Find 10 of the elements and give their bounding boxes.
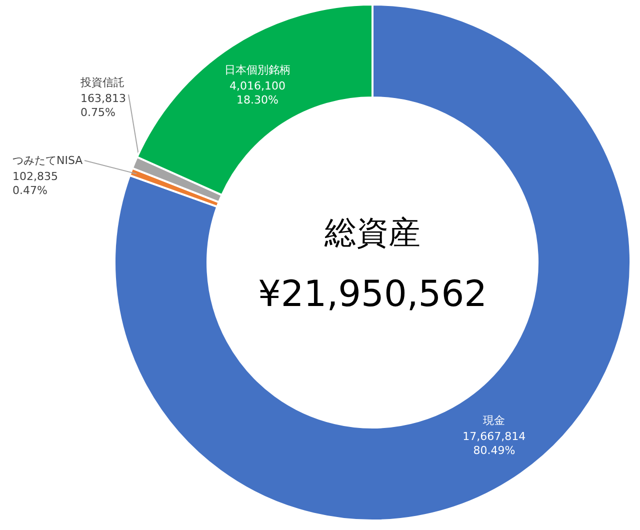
slice-label: 投資信託 xyxy=(80,76,124,89)
slice-label: つみたてNISA xyxy=(12,154,84,167)
data-label: 17,667,814 80.49% xyxy=(462,430,526,457)
data-label: 4,016,100 18.30% xyxy=(230,79,286,106)
text: 総資産 xyxy=(324,214,420,252)
slice-label: 日本個別銘柄 xyxy=(224,63,291,76)
data-label: 102,835 0.47% xyxy=(12,170,58,197)
data-label: 163,813 0.75% xyxy=(80,92,126,119)
text: ¥21,950,562 xyxy=(258,274,488,315)
slice-label: 現金 xyxy=(483,414,506,427)
